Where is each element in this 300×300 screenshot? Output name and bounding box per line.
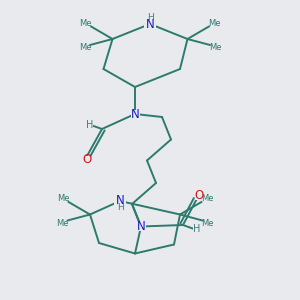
Text: Me: Me <box>79 19 92 28</box>
FancyBboxPatch shape <box>130 110 140 118</box>
Text: Me: Me <box>209 44 221 52</box>
Text: N: N <box>116 194 124 208</box>
FancyBboxPatch shape <box>87 122 93 129</box>
Text: Me: Me <box>201 219 214 228</box>
Text: Me: Me <box>79 44 91 52</box>
Text: N: N <box>136 220 146 233</box>
FancyBboxPatch shape <box>136 222 146 231</box>
Text: H: H <box>86 120 94 130</box>
FancyBboxPatch shape <box>193 226 200 233</box>
FancyBboxPatch shape <box>114 194 126 208</box>
Text: O: O <box>194 189 203 203</box>
Text: H: H <box>117 203 123 212</box>
FancyBboxPatch shape <box>144 16 156 32</box>
Text: N: N <box>146 17 154 31</box>
FancyBboxPatch shape <box>83 156 91 164</box>
Text: N: N <box>130 107 140 121</box>
Text: Me: Me <box>201 194 213 203</box>
Text: Me: Me <box>57 194 69 203</box>
Text: Me: Me <box>56 219 69 228</box>
Text: Me: Me <box>208 19 221 28</box>
Text: O: O <box>82 153 91 166</box>
Text: H: H <box>193 224 200 235</box>
Text: H: H <box>147 14 153 22</box>
FancyBboxPatch shape <box>195 192 203 200</box>
